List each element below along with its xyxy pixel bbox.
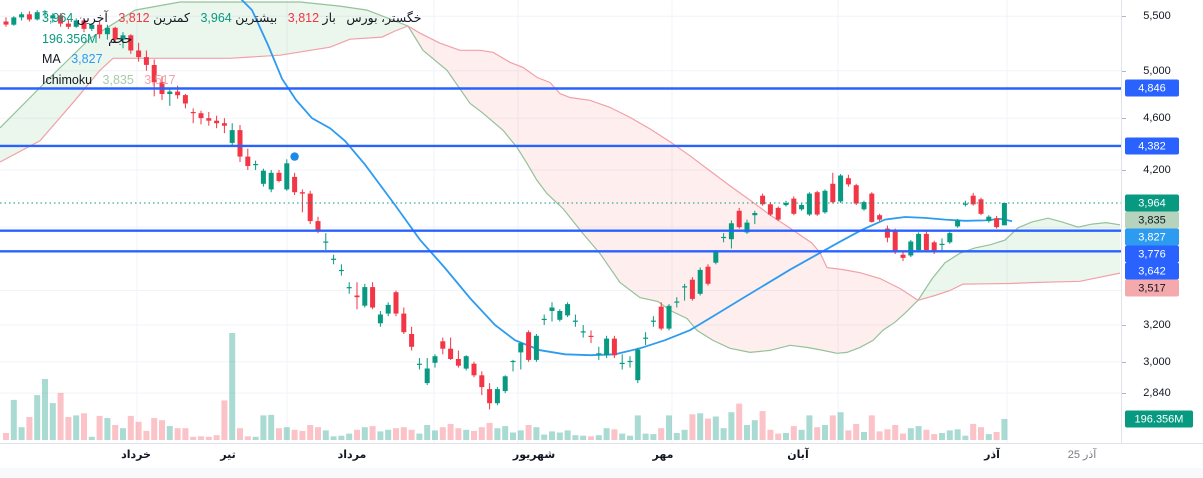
volume-label: حجم bbox=[108, 31, 133, 46]
axis-tick bbox=[1122, 71, 1126, 72]
month-label: مهر bbox=[652, 449, 674, 461]
legend-volume-row: حجم 196.356M bbox=[42, 29, 422, 50]
axis-tick bbox=[1122, 325, 1126, 326]
price-tick-label: 5,500 bbox=[1143, 10, 1171, 22]
ma-value: 3,827 bbox=[71, 52, 103, 66]
month-label: آذر bbox=[984, 449, 1000, 461]
axis-tick bbox=[1122, 393, 1126, 394]
ichimoku-a-value: 3,835 bbox=[102, 72, 134, 87]
price-tick-label: 4,200 bbox=[1143, 164, 1171, 176]
chart-legend: خگستر، بورس باز 3,812 بیشترین 3,964 کمتر… bbox=[42, 8, 422, 90]
high-value: 3,964 bbox=[200, 11, 232, 25]
open-label: باز bbox=[322, 11, 336, 25]
legend-ohlc-row: خگستر، بورس باز 3,812 بیشترین 3,964 کمتر… bbox=[42, 8, 422, 29]
axis-tick bbox=[1122, 362, 1126, 363]
ma-value-badge: 3,827 bbox=[1125, 228, 1179, 246]
price-chart-canvas[interactable] bbox=[0, 0, 1121, 443]
hline-3642-badge: 3,642 bbox=[1125, 262, 1179, 280]
price-tick-label: 3,200 bbox=[1143, 319, 1171, 331]
month-label: شهریور bbox=[512, 449, 556, 461]
symbol-name[interactable]: خگستر، بورس bbox=[346, 11, 422, 25]
month-label: خرداد bbox=[121, 449, 151, 461]
volume-value: 196.356M bbox=[42, 31, 98, 46]
price-tick-label: 3,000 bbox=[1143, 356, 1171, 368]
axis-tick bbox=[1122, 170, 1126, 171]
month-label: آبان bbox=[787, 449, 809, 461]
ma-label: MA bbox=[42, 52, 61, 66]
volume-badge: 196.356M bbox=[1125, 410, 1193, 428]
last-price-badge: 3,964 bbox=[1125, 194, 1179, 212]
last-value: 3,964 bbox=[42, 11, 74, 25]
axis-tick bbox=[1122, 16, 1126, 17]
high-label: بیشترین bbox=[235, 11, 278, 25]
axis-tick bbox=[1122, 118, 1126, 119]
ichimoku-label: Ichimoku bbox=[42, 72, 93, 87]
hline-4846-badge: 4,846 bbox=[1125, 79, 1179, 97]
price-axis[interactable]: 5,500 5,000 4,600 4,200 3,200 3,000 2,840 4,846… bbox=[1121, 0, 1203, 443]
month-label: تیر bbox=[220, 449, 236, 461]
last-label: آخرین bbox=[76, 11, 108, 25]
ichimoku-a-badge: 3,835 bbox=[1125, 211, 1179, 229]
ichimoku-cloud-red bbox=[408, 26, 918, 354]
time-axis[interactable]: خرداد تیر مرداد شهریور مهر آبان آذر 25 آذر bbox=[0, 443, 1203, 469]
ichimoku-cloud-green bbox=[918, 218, 1120, 301]
price-tick-label: 2,840 bbox=[1143, 387, 1171, 399]
current-date-label: 25 آذر bbox=[1067, 449, 1097, 461]
legend-ichimoku-row: Ichimoku 3,835 3,517 bbox=[42, 70, 422, 91]
ichimoku-b-value: 3,517 bbox=[144, 72, 176, 87]
ichimoku-cloud-green bbox=[0, 2, 408, 162]
trade-marker-dot bbox=[290, 152, 299, 161]
price-tick-label: 4,600 bbox=[1143, 112, 1171, 124]
price-tick-label: 5,000 bbox=[1143, 65, 1171, 77]
low-label: کمترین bbox=[153, 11, 190, 25]
ichimoku-b-badge: 3,517 bbox=[1125, 279, 1179, 297]
low-value: 3,812 bbox=[118, 11, 150, 25]
open-value: 3,812 bbox=[287, 11, 320, 25]
bottom-strip bbox=[0, 468, 1203, 478]
legend-ma-row: MA 3,827 bbox=[42, 49, 422, 70]
hline-4382-badge: 4,382 bbox=[1125, 137, 1179, 155]
month-label: مرداد bbox=[337, 449, 367, 461]
hline-3776-badge: 3,776 bbox=[1125, 245, 1179, 263]
